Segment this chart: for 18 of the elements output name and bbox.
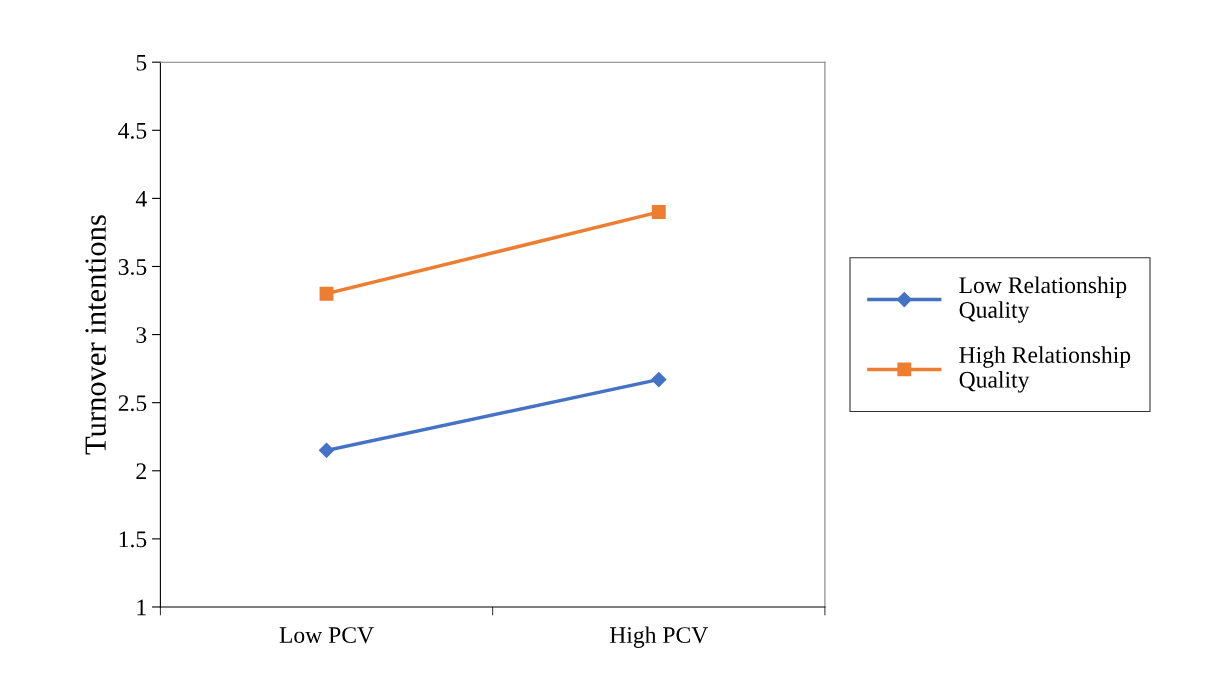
x-tick-label: High PCV bbox=[609, 626, 709, 648]
y-tick-label: 4.5 bbox=[118, 122, 147, 139]
y-tick-label: 1 bbox=[137, 599, 146, 616]
point bbox=[318, 442, 335, 458]
y-tick-label: 5 bbox=[136, 54, 147, 71]
legend-label: High Relationship Quality bbox=[959, 346, 1131, 393]
y-tick-label: 3 bbox=[136, 327, 147, 344]
y-axis-title: Turnover intentions bbox=[85, 215, 106, 455]
legend-label: Low Relationship Quality bbox=[959, 276, 1127, 323]
point bbox=[651, 205, 666, 219]
y-tick-label: 2 bbox=[136, 463, 146, 479]
y-tick-label: 1.5 bbox=[119, 531, 147, 548]
point bbox=[319, 286, 334, 301]
point bbox=[651, 371, 667, 388]
x-tick-label: Low PCV bbox=[279, 627, 374, 644]
y-tick-label: 2.5 bbox=[118, 395, 147, 412]
y-tick-label: 3.5 bbox=[118, 259, 147, 276]
y-tick-label: 4 bbox=[135, 191, 147, 207]
